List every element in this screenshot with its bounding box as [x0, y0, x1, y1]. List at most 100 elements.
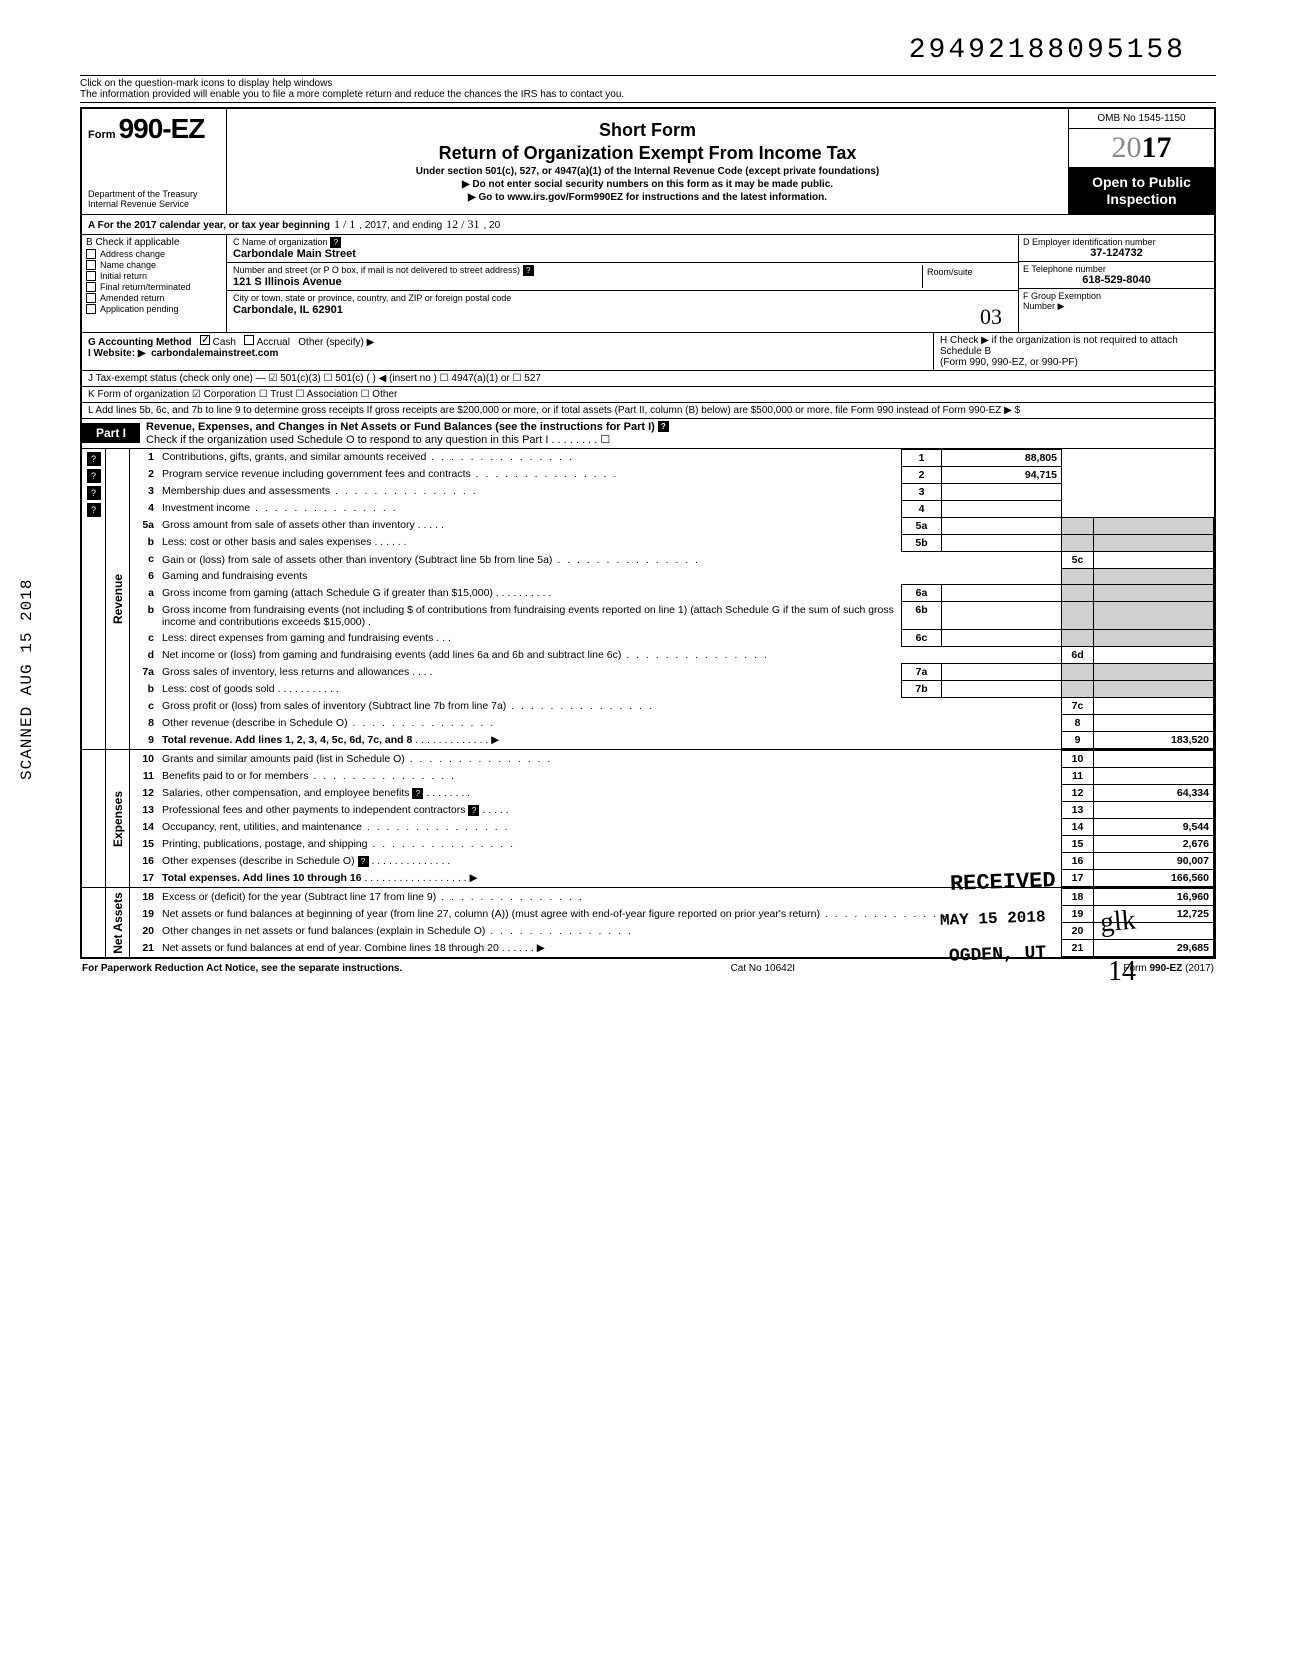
footer-mid: Cat No 10642I	[731, 963, 796, 974]
line-6b: bGross income from fundraising events (n…	[130, 602, 1214, 630]
help-line-1: Click on the question-mark icons to disp…	[80, 78, 1216, 89]
revenue-table: 1Contributions, gifts, grants, and simil…	[130, 449, 1214, 750]
row-a-label: A For the 2017 calendar year, or tax yea…	[88, 220, 330, 231]
line-7a: 7aGross sales of inventory, less returns…	[130, 664, 1214, 681]
footer-right: Form 990-EZ (2017)	[1123, 963, 1214, 974]
row-h-text2: (Form 990, 990-EZ, or 990-PF)	[940, 357, 1208, 368]
hint-col-expenses	[82, 750, 106, 887]
org-addr-label: Number and street (or P O box, if mail i…	[233, 265, 520, 275]
header-right: OMB No 1545-1150 2017 Open to Public Ins…	[1069, 109, 1214, 214]
org-name-row: C Name of organization ? Carbondale Main…	[227, 235, 1018, 263]
line-15: 15Printing, publications, postage, and s…	[130, 836, 1214, 853]
revenue-label: Revenue	[106, 449, 130, 750]
line-5b: bLess: cost or other basis and sales exp…	[130, 534, 1214, 551]
netassets-vtext: Net Assets	[111, 892, 125, 954]
row-gi: G Accounting Method Cash Accrual Other (…	[82, 333, 1214, 371]
chk-accrual[interactable]	[244, 335, 254, 345]
org-name-label: C Name of organization	[233, 237, 328, 247]
col-c: C Name of organization ? Carbondale Main…	[227, 235, 1019, 332]
line-12: 12Salaries, other compensation, and empl…	[130, 785, 1214, 802]
col-def: D Employer identification number 37-1247…	[1019, 235, 1214, 332]
help-text: Click on the question-mark icons to disp…	[80, 75, 1216, 103]
header-mid: Short Form Return of Organization Exempt…	[227, 109, 1069, 214]
room-suite: Room/suite	[922, 265, 1012, 288]
form-header: Form 990-EZ Department of the Treasury I…	[82, 109, 1214, 215]
part-i-title: Revenue, Expenses, and Changes in Net As…	[146, 421, 655, 433]
col-b-header: B Check if applicable	[86, 237, 222, 248]
chk-cash[interactable]	[200, 335, 210, 345]
part-i-label: Part I	[82, 423, 140, 443]
other-label: Other (specify) ▶	[298, 337, 374, 348]
chk-name-change[interactable]: Name change	[86, 260, 222, 270]
org-name-value: Carbondale Main Street	[233, 248, 356, 260]
chk-application-pending[interactable]: Application pending	[86, 304, 222, 314]
col-b: B Check if applicable Address change Nam…	[82, 235, 227, 332]
line-2: 2Program service revenue including gover…	[130, 466, 1214, 483]
row-a-begin: 1 / 1	[334, 217, 355, 232]
tax-year: 2017	[1069, 129, 1214, 168]
stamp-ogden: OGDEN, UT	[948, 943, 1046, 966]
group-exempt-label: F Group Exemption	[1023, 291, 1210, 301]
line-6: 6Gaming and fundraising events	[130, 568, 1214, 585]
help-icon[interactable]: ?	[468, 805, 479, 816]
ein-cell: D Employer identification number 37-1247…	[1019, 235, 1214, 262]
line-7b: bLess: cost of goods sold . . . . . . . …	[130, 681, 1214, 698]
help-icon[interactable]: ?	[330, 237, 341, 248]
row-a-mid: , 2017, and ending	[359, 220, 442, 231]
line-4: 4Investment income4	[130, 500, 1214, 517]
group-exempt-cell: F Group Exemption Number ▶	[1019, 289, 1214, 314]
row-k: K Form of organization ☑ Corporation ☐ T…	[82, 387, 1214, 403]
help-icon[interactable]: ?	[523, 265, 534, 276]
form-num: 990-EZ	[119, 113, 205, 144]
phone-value: 618-529-8040	[1023, 274, 1210, 286]
help-icon[interactable]: ?	[658, 421, 669, 432]
dept-line2: Internal Revenue Service	[88, 200, 220, 210]
phone-cell: E Telephone number 618-529-8040	[1019, 262, 1214, 289]
help-icon[interactable]: ?	[412, 788, 423, 799]
line-3: 3Membership dues and assessments3	[130, 483, 1214, 500]
omb-number: OMB No 1545-1150	[1069, 109, 1214, 129]
chk-final-return[interactable]: Final return/terminated	[86, 282, 222, 292]
line-14: 14Occupancy, rent, utilities, and mainte…	[130, 819, 1214, 836]
help-icon[interactable]: ?	[358, 856, 369, 867]
line-19: 19Net assets or fund balances at beginni…	[130, 906, 1214, 923]
revenue-vtext: Revenue	[111, 574, 125, 624]
help-icon[interactable]: ?	[87, 503, 101, 517]
hand-03: 03	[980, 304, 1002, 330]
chk-address-change[interactable]: Address change	[86, 249, 222, 259]
note-url: ▶ Go to www.irs.gov/Form990EZ for instru…	[233, 192, 1062, 203]
form-990ez: Form 990-EZ Department of the Treasury I…	[80, 107, 1216, 959]
row-a-tax-year: A For the 2017 calendar year, or tax yea…	[82, 215, 1214, 235]
line-20: 20Other changes in net assets or fund ba…	[130, 923, 1214, 940]
section-bcdef: B Check if applicable Address change Nam…	[82, 235, 1214, 333]
line-21: 21Net assets or fund balances at end of …	[130, 940, 1214, 957]
row-l: L Add lines 5b, 6c, and 7b to line 9 to …	[82, 403, 1214, 419]
line-6a: aGross income from gaming (attach Schedu…	[130, 585, 1214, 602]
revenue-section: ? ? ? ? Revenue 1Contributions, gifts, g…	[82, 449, 1214, 751]
org-addr-row: Number and street (or P O box, if mail i…	[227, 263, 1018, 291]
row-h: H Check ▶ if the organization is not req…	[934, 333, 1214, 370]
line-13: 13Professional fees and other payments t…	[130, 802, 1214, 819]
form-number: Form 990-EZ	[88, 113, 220, 145]
help-icon[interactable]: ?	[87, 486, 101, 500]
row-a-end: , 20	[484, 220, 501, 231]
accounting-method-label: G Accounting Method	[88, 337, 192, 348]
hint-col: ? ? ? ?	[82, 449, 106, 750]
line-8: 8Other revenue (describe in Schedule O)8	[130, 715, 1214, 732]
chk-initial-return[interactable]: Initial return	[86, 271, 222, 281]
open-line1: Open to Public	[1071, 174, 1212, 191]
subtitle: Under section 501(c), 527, or 4947(a)(1)…	[233, 166, 1062, 177]
expenses-label: Expenses	[106, 750, 130, 887]
note-ssn: ▶ Do not enter social security numbers o…	[233, 179, 1062, 190]
website-label: I Website: ▶	[88, 348, 146, 359]
line-5a: 5aGross amount from sale of assets other…	[130, 517, 1214, 534]
chk-amended-return[interactable]: Amended return	[86, 293, 222, 303]
org-city-row: City or town, state or province, country…	[227, 291, 1018, 332]
open-line2: Inspection	[1071, 191, 1212, 208]
ein-value: 37-124732	[1023, 247, 1210, 259]
help-icon[interactable]: ?	[87, 469, 101, 483]
help-icon[interactable]: ?	[87, 452, 101, 466]
footer-left: For Paperwork Reduction Act Notice, see …	[82, 963, 402, 974]
dept-treasury: Department of the Treasury Internal Reve…	[88, 190, 220, 210]
row-j: J Tax-exempt status (check only one) — ☑…	[82, 371, 1214, 387]
